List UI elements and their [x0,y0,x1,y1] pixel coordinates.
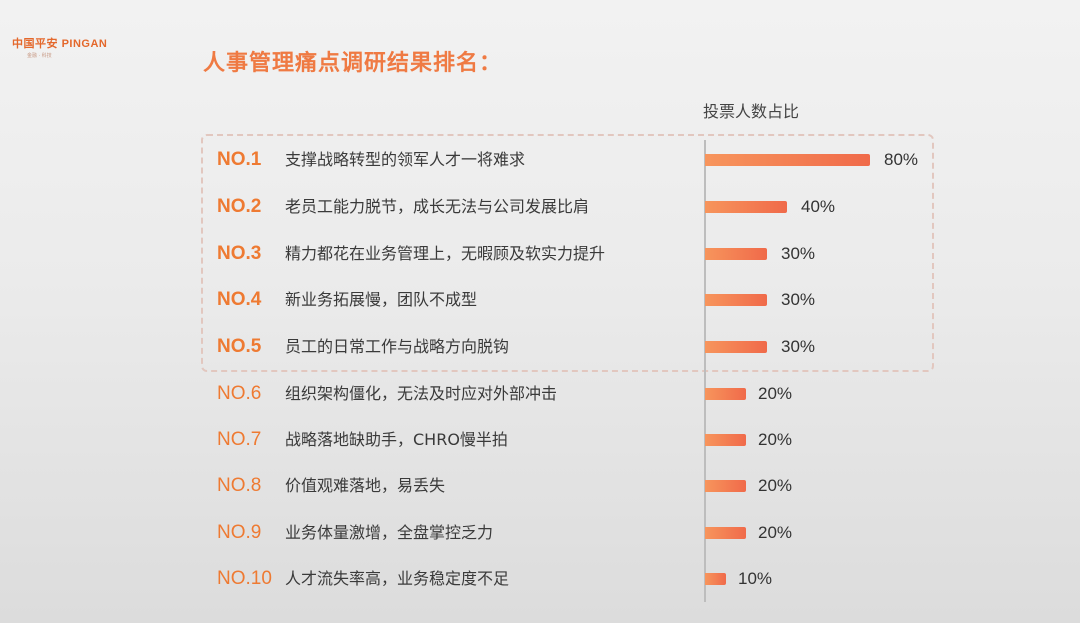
ranking-row: NO.2 老员工能力脱节，成长无法与公司发展比肩 40% [0,192,1080,222]
vote-share-bar [705,388,746,400]
rank-number: NO.2 [217,196,262,217]
pain-point-label: 精力都花在业务管理上，无暇顾及软实力提升 [285,244,606,263]
vote-share-value: 30% [781,290,816,309]
rank-number: NO.10 [217,568,272,589]
pain-point-label: 新业务拓展慢，团队不成型 [285,290,478,309]
vote-share-bar [705,248,767,260]
vote-share-value: 20% [758,384,793,403]
rank-number: NO.8 [217,475,262,496]
logo-tagline: 金融 · 科技 [27,53,52,59]
pingan-logo: 中国平安 PINGAN 金融 · 科技 [12,35,107,59]
pain-point-label: 支撑战略转型的领军人才一将难求 [285,150,526,169]
ranking-row: NO.9 业务体量激增，全盘掌控乏力 20% [0,518,1080,548]
pain-point-label: 人才流失率高，业务稳定度不足 [285,569,510,588]
ranking-row: NO.3 精力都花在业务管理上，无暇顾及软实力提升 30% [0,239,1080,269]
ranking-row: NO.7 战略落地缺助手，CHRO慢半拍 20% [0,425,1080,455]
pain-point-label: 组织架构僵化，无法及时应对外部冲击 [285,384,558,403]
vote-share-bar [705,573,726,585]
pain-point-label: 价值观难落地，易丢失 [285,476,446,495]
rank-number: NO.6 [217,383,262,404]
vote-share-bar [705,434,746,446]
chart-axis-header: 投票人数占比 [703,102,800,121]
rank-number: NO.3 [217,243,262,264]
ranking-row: NO.6 组织架构僵化，无法及时应对外部冲击 20% [0,379,1080,409]
vote-share-bar [705,341,767,353]
rank-number: NO.9 [217,522,262,543]
pain-point-label: 老员工能力脱节，成长无法与公司发展比肩 [285,197,590,216]
rank-number: NO.5 [217,336,262,357]
vote-share-value: 30% [781,337,816,356]
vote-share-bar [705,480,746,492]
vote-share-value: 20% [758,430,793,449]
page-title: 人事管理痛点调研结果排名： [203,51,503,76]
ranking-row: NO.10 人才流失率高，业务稳定度不足 10% [0,564,1080,594]
chart-axis-line [704,140,706,602]
vote-share-bar [705,154,870,166]
vote-share-value: 10% [738,569,773,588]
rank-number: NO.7 [217,429,262,450]
logo-chinese: 中国平安 [12,37,58,50]
vote-share-bar [705,527,746,539]
vote-share-bar [705,294,767,306]
pain-point-label: 战略落地缺助手，CHRO慢半拍 [285,430,508,449]
vote-share-value: 20% [758,476,793,495]
ranking-row: NO.1 支撑战略转型的领军人才一将难求 80% [0,145,1080,175]
ranking-row: NO.4 新业务拓展慢，团队不成型 30% [0,285,1080,315]
vote-share-bar [705,201,787,213]
vote-share-value: 30% [781,244,816,263]
vote-share-value: 20% [758,523,793,542]
logo-english: PINGAN [61,38,108,50]
vote-share-value: 80% [884,150,919,169]
rank-number: NO.1 [217,149,262,170]
pain-point-label: 业务体量激增，全盘掌控乏力 [285,523,494,542]
ranking-row: NO.8 价值观难落地，易丢失 20% [0,471,1080,501]
rank-number: NO.4 [217,289,262,310]
vote-share-value: 40% [801,197,836,216]
top5-highlight-box [201,134,934,372]
pain-point-label: 员工的日常工作与战略方向脱钩 [285,337,510,356]
ranking-row: NO.5 员工的日常工作与战略方向脱钩 30% [0,332,1080,362]
